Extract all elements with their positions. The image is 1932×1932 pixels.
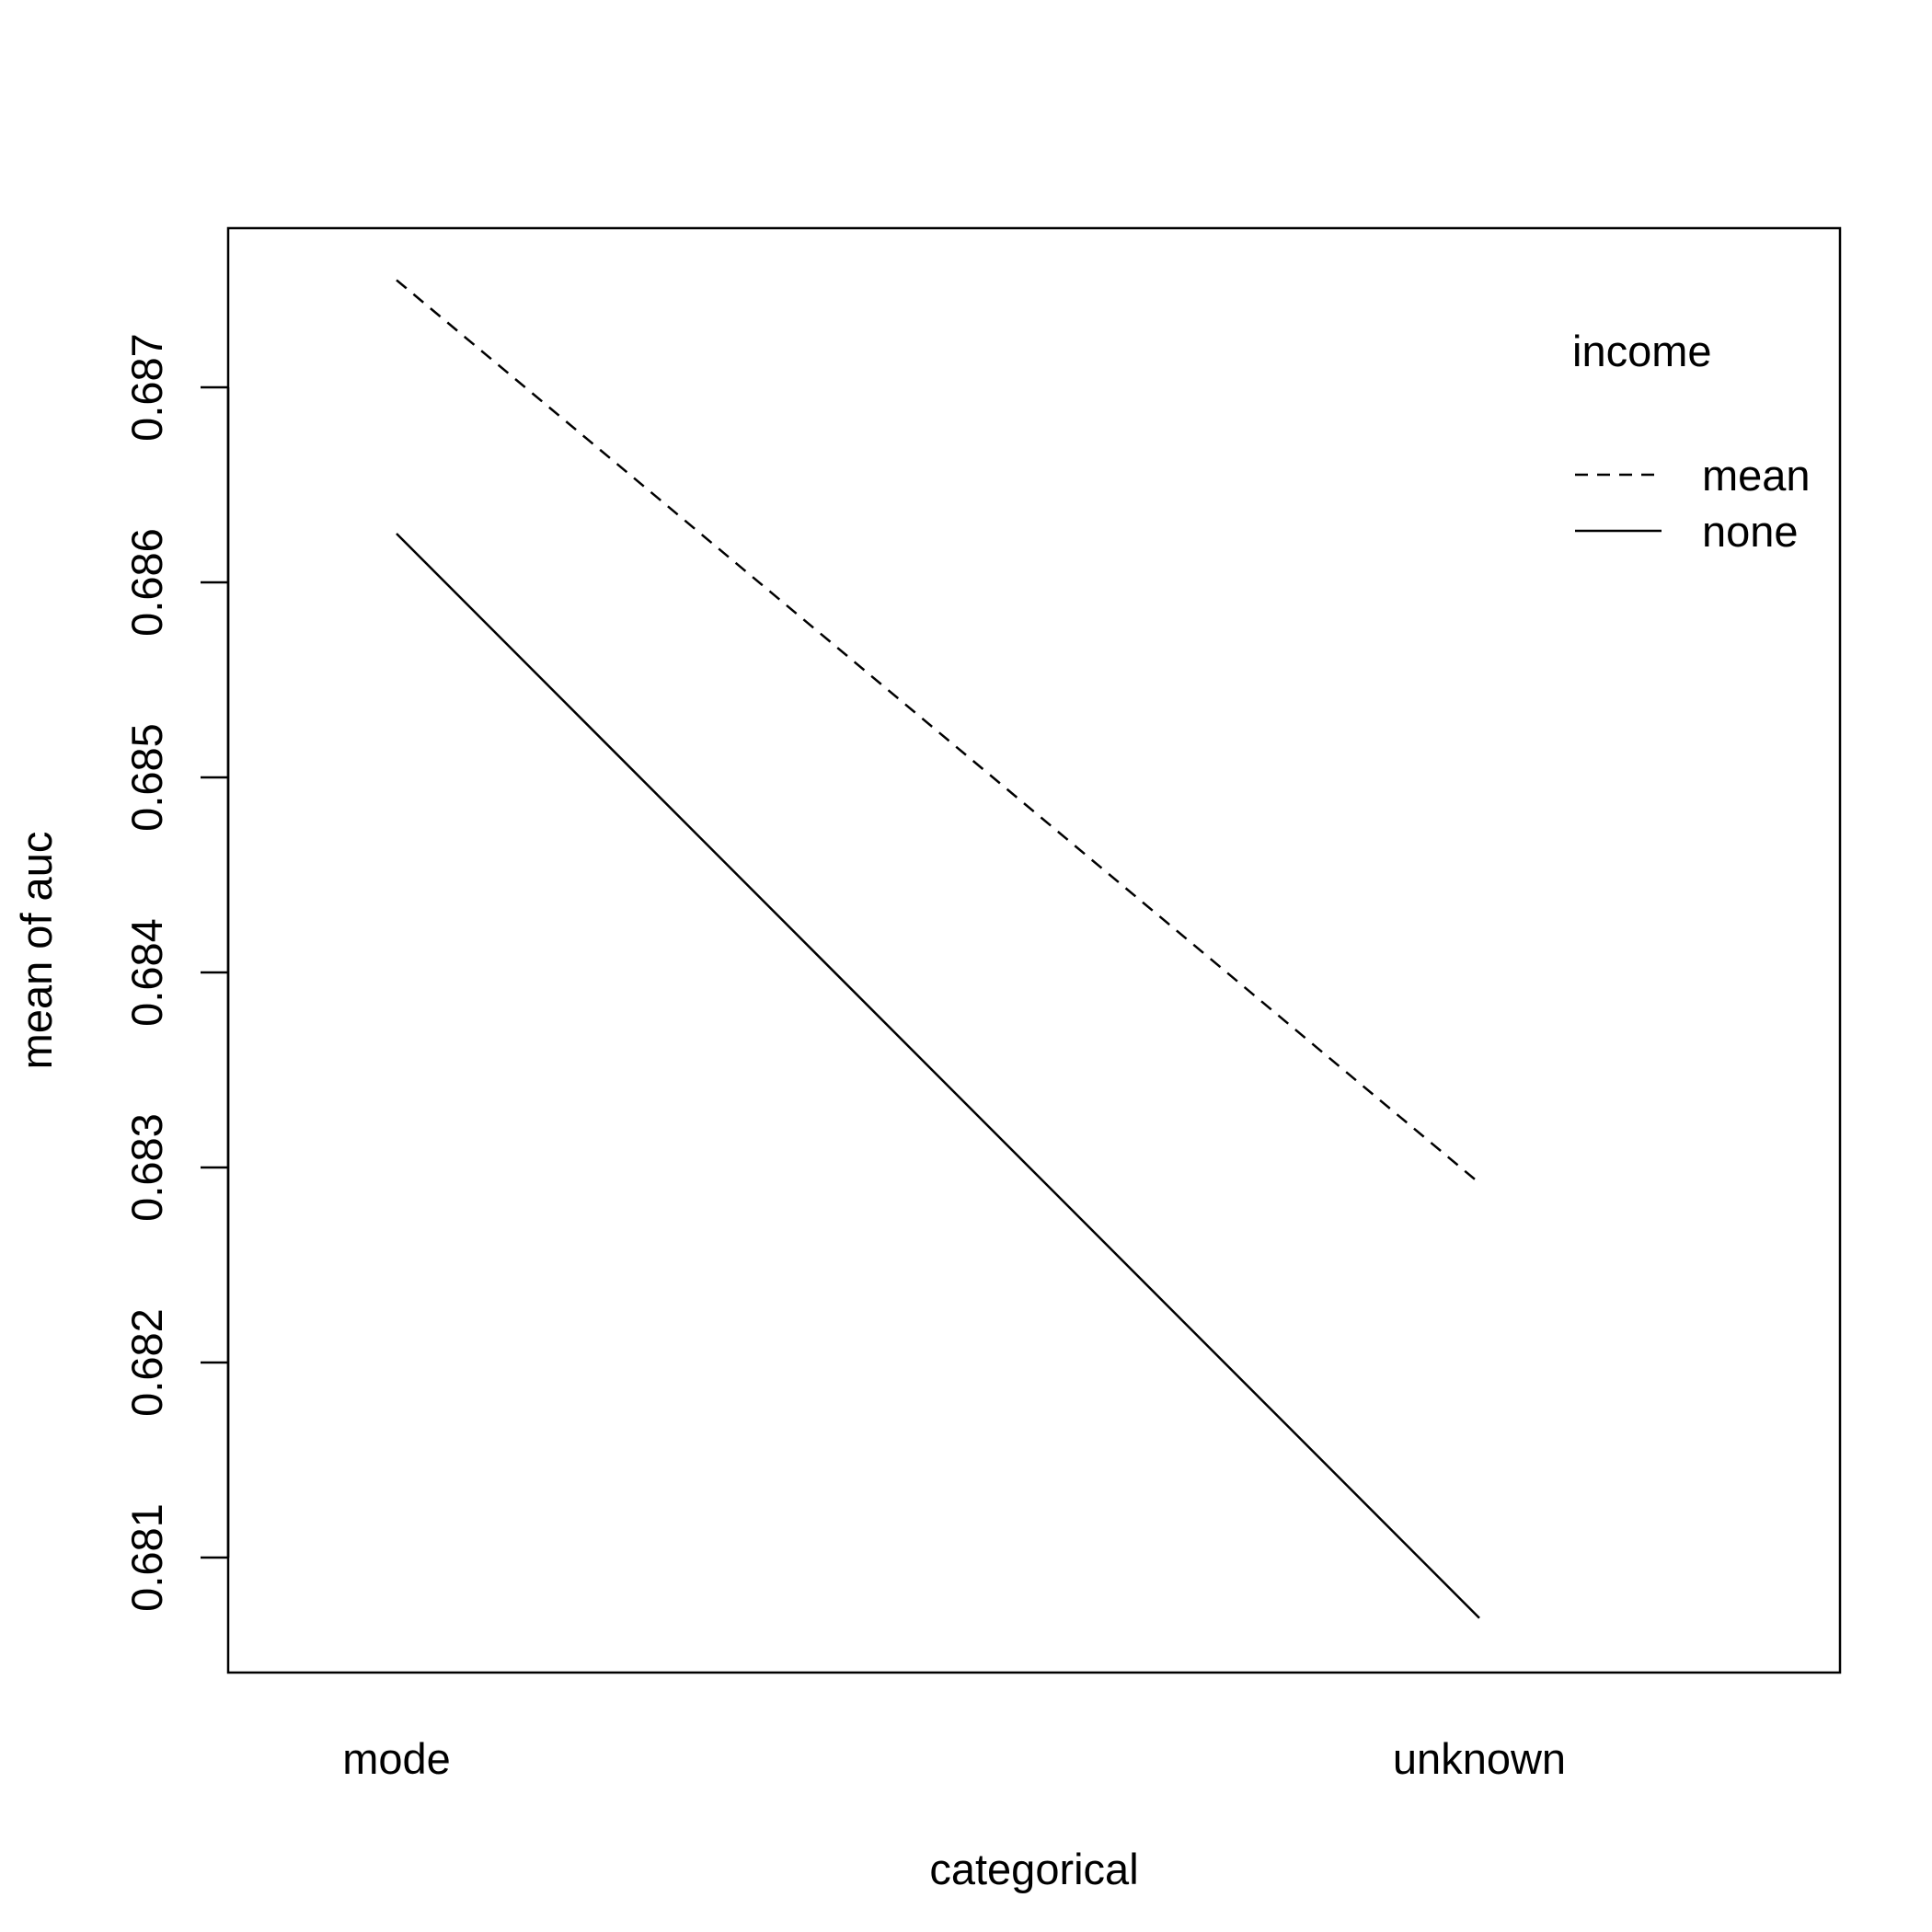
legend: income mean none bbox=[1572, 327, 1811, 556]
y-axis-label: mean of auc bbox=[12, 832, 61, 1070]
y-tick-label: 0.684 bbox=[122, 918, 171, 1027]
series-layer bbox=[396, 279, 1480, 1619]
plot-frame bbox=[226, 226, 1842, 1674]
x-axis-label: categorical bbox=[929, 1845, 1138, 1893]
y-tick-label: 0.682 bbox=[122, 1308, 171, 1417]
x-axis: mode unknown bbox=[342, 1734, 1566, 1783]
y-tick-label: 0.687 bbox=[122, 333, 171, 442]
y-tick-label: 0.686 bbox=[122, 528, 171, 637]
legend-title: income bbox=[1572, 327, 1712, 375]
y-axis: 0.681 0.682 0.683 0.684 0.685 0.686 0.687 bbox=[122, 333, 230, 1612]
x-category-label: unknown bbox=[1393, 1734, 1566, 1783]
y-tick-label: 0.683 bbox=[122, 1113, 171, 1222]
series-line-none bbox=[396, 533, 1480, 1619]
legend-label-mean: mean bbox=[1702, 451, 1811, 500]
legend-label-none: none bbox=[1702, 507, 1799, 556]
x-category-label: mode bbox=[342, 1734, 451, 1783]
y-tick-label: 0.685 bbox=[122, 723, 171, 832]
series-line-mean bbox=[396, 279, 1480, 1184]
y-tick-label: 0.681 bbox=[122, 1503, 171, 1612]
